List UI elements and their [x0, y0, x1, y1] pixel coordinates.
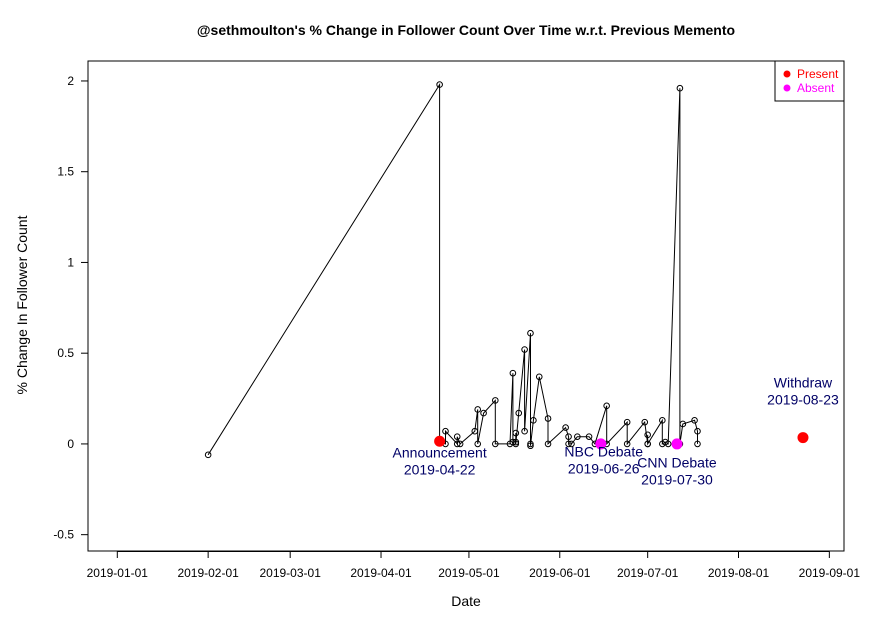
data-point	[659, 417, 666, 424]
data-point	[453, 440, 461, 448]
data-point	[544, 440, 552, 448]
data-point	[585, 433, 593, 440]
data-point	[512, 440, 520, 448]
y-tick-label: 1	[67, 255, 74, 269]
data-point	[644, 431, 651, 439]
y-tick-label: -0.5	[53, 528, 74, 542]
x-tick-label: 2019-03-01	[259, 566, 321, 580]
present-point	[434, 435, 446, 447]
legend-marker	[783, 84, 791, 92]
x-tick-label: 2019-09-01	[799, 566, 861, 580]
data-point	[691, 417, 698, 424]
legend-box	[774, 60, 845, 102]
data-point	[436, 81, 443, 88]
data-point	[644, 440, 651, 448]
x-tick-label: 2019-02-01	[177, 566, 239, 580]
data-point	[562, 424, 569, 431]
data-point	[664, 440, 672, 448]
data-point	[676, 84, 684, 92]
data-point	[694, 427, 701, 435]
data-point	[565, 433, 572, 440]
annotation-date: 2019-07-30	[641, 472, 713, 488]
data-point	[544, 415, 552, 422]
chart-title: @sethmoulton's % Change in Follower Coun…	[197, 22, 735, 38]
x-tick-label: 2019-04-01	[350, 566, 412, 580]
annotation-label: CNN Debate	[637, 455, 717, 471]
data-point	[641, 418, 649, 426]
data-point	[694, 440, 701, 448]
data-point	[512, 438, 520, 446]
data-point	[679, 420, 687, 428]
y-tick-label: 1.5	[57, 165, 74, 179]
x-axis-label: Date	[451, 593, 481, 609]
x-tick-label: 2019-01-01	[87, 566, 149, 580]
data-point	[623, 440, 631, 448]
data-point	[530, 417, 537, 424]
annotation-date: 2019-04-22	[404, 462, 476, 478]
legend-marker	[783, 70, 791, 78]
data-point	[521, 346, 528, 353]
y-axis-label: % Change In Follower Count	[14, 215, 30, 394]
x-tick-label: 2019-07-01	[617, 566, 679, 580]
annotation-label: Announcement	[393, 445, 487, 461]
absent-point	[671, 438, 683, 450]
annotation-date: 2019-08-23	[767, 392, 839, 408]
data-point	[535, 373, 543, 381]
data-point	[527, 440, 534, 448]
data-point	[456, 440, 464, 448]
x-tick-label: 2019-08-01	[708, 566, 770, 580]
data-point	[623, 418, 631, 426]
data-point	[204, 451, 212, 459]
data-point	[603, 402, 610, 410]
data-point	[474, 440, 482, 448]
x-tick-label: 2019-05-01	[438, 566, 500, 580]
annotation-label: Withdraw	[774, 375, 833, 391]
data-point	[574, 433, 581, 440]
x-tick-label: 2019-06-01	[529, 566, 591, 580]
series-layer	[204, 81, 701, 459]
data-point	[515, 409, 523, 417]
data-point	[527, 329, 534, 337]
legend-label: Absent	[797, 81, 835, 95]
highlight-layer	[434, 432, 809, 450]
data-point	[453, 433, 461, 440]
y-axis: -0.5 0 0.5 1 1.5 2	[53, 74, 89, 542]
data-point	[509, 369, 517, 377]
data-point	[442, 427, 449, 435]
data-point	[474, 406, 482, 413]
data-point	[565, 440, 572, 448]
series-line	[207, 82, 698, 456]
annotation-date: 2019-06-26	[568, 461, 640, 477]
data-point	[480, 409, 487, 417]
data-point	[512, 429, 520, 437]
data-point	[492, 440, 499, 448]
y-tick-label: 0	[67, 437, 74, 451]
data-point	[492, 397, 499, 404]
y-tick-label: 0.5	[57, 346, 74, 360]
y-tick-label: 2	[67, 74, 74, 88]
data-point	[527, 442, 534, 450]
data-point	[568, 440, 575, 448]
absent-point	[595, 438, 607, 450]
annotation-label: NBC Debate	[564, 444, 643, 460]
data-point	[471, 427, 479, 435]
present-point	[797, 432, 809, 444]
legend-label: Present	[797, 67, 839, 81]
x-axis: 2019-01-01 2019-02-01 2019-03-01 2019-04-01…	[87, 551, 861, 580]
data-point	[521, 427, 528, 435]
